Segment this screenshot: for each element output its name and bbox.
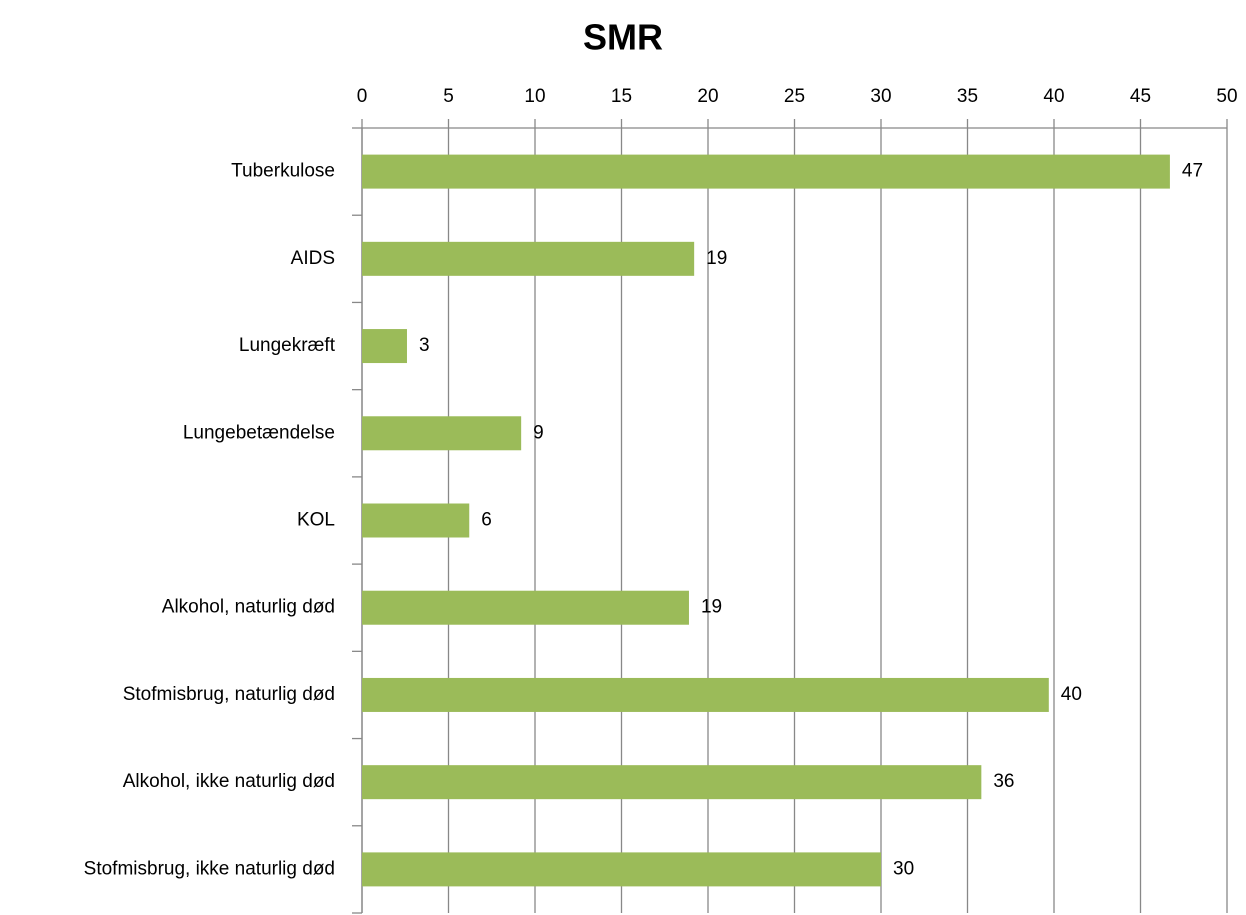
x-tick-label: 25 xyxy=(784,86,805,107)
y-tick-label: Stofmisbrug, naturlig død xyxy=(123,684,335,705)
value-label: 19 xyxy=(706,248,727,269)
bar xyxy=(362,590,689,625)
value-label: 30 xyxy=(893,858,914,879)
value-label: 40 xyxy=(1061,684,1082,705)
value-label: 3 xyxy=(419,335,430,356)
bar xyxy=(362,154,1170,189)
x-tick-label: 45 xyxy=(1130,86,1151,107)
bar xyxy=(362,852,881,887)
x-tick-label: 10 xyxy=(524,86,545,107)
y-tick-label: Alkohol, naturlig død xyxy=(162,597,335,618)
x-tick-label: 15 xyxy=(611,86,632,107)
y-tick-label: Lungebetændelse xyxy=(183,422,335,443)
x-tick-label: 0 xyxy=(357,86,368,107)
y-tick-label: Tuberkulose xyxy=(231,161,335,182)
x-tick-label: 5 xyxy=(443,86,454,107)
x-tick-label: 40 xyxy=(1043,86,1064,107)
bar xyxy=(362,329,407,364)
y-tick-label: Alkohol, ikke naturlig død xyxy=(123,771,335,792)
value-label: 36 xyxy=(993,771,1014,792)
x-tick-label: 30 xyxy=(870,86,891,107)
bar xyxy=(362,503,470,538)
bar xyxy=(362,241,695,276)
y-tick-label: Lungekræft xyxy=(239,335,336,356)
value-label: 6 xyxy=(481,510,492,531)
bar xyxy=(362,677,1049,712)
bar xyxy=(362,765,982,800)
x-tick-label: 50 xyxy=(1216,86,1237,107)
y-tick-label: Stofmisbrug, ikke naturlig død xyxy=(84,858,335,879)
bar xyxy=(362,416,522,451)
x-tick-label: 35 xyxy=(957,86,978,107)
value-label: 47 xyxy=(1182,161,1203,182)
y-tick-label: KOL xyxy=(297,510,335,531)
y-tick-label: AIDS xyxy=(291,248,335,269)
x-tick-label: 20 xyxy=(697,86,718,107)
chart-title: SMR xyxy=(583,17,663,58)
value-label: 19 xyxy=(701,597,722,618)
value-label: 9 xyxy=(533,422,544,443)
